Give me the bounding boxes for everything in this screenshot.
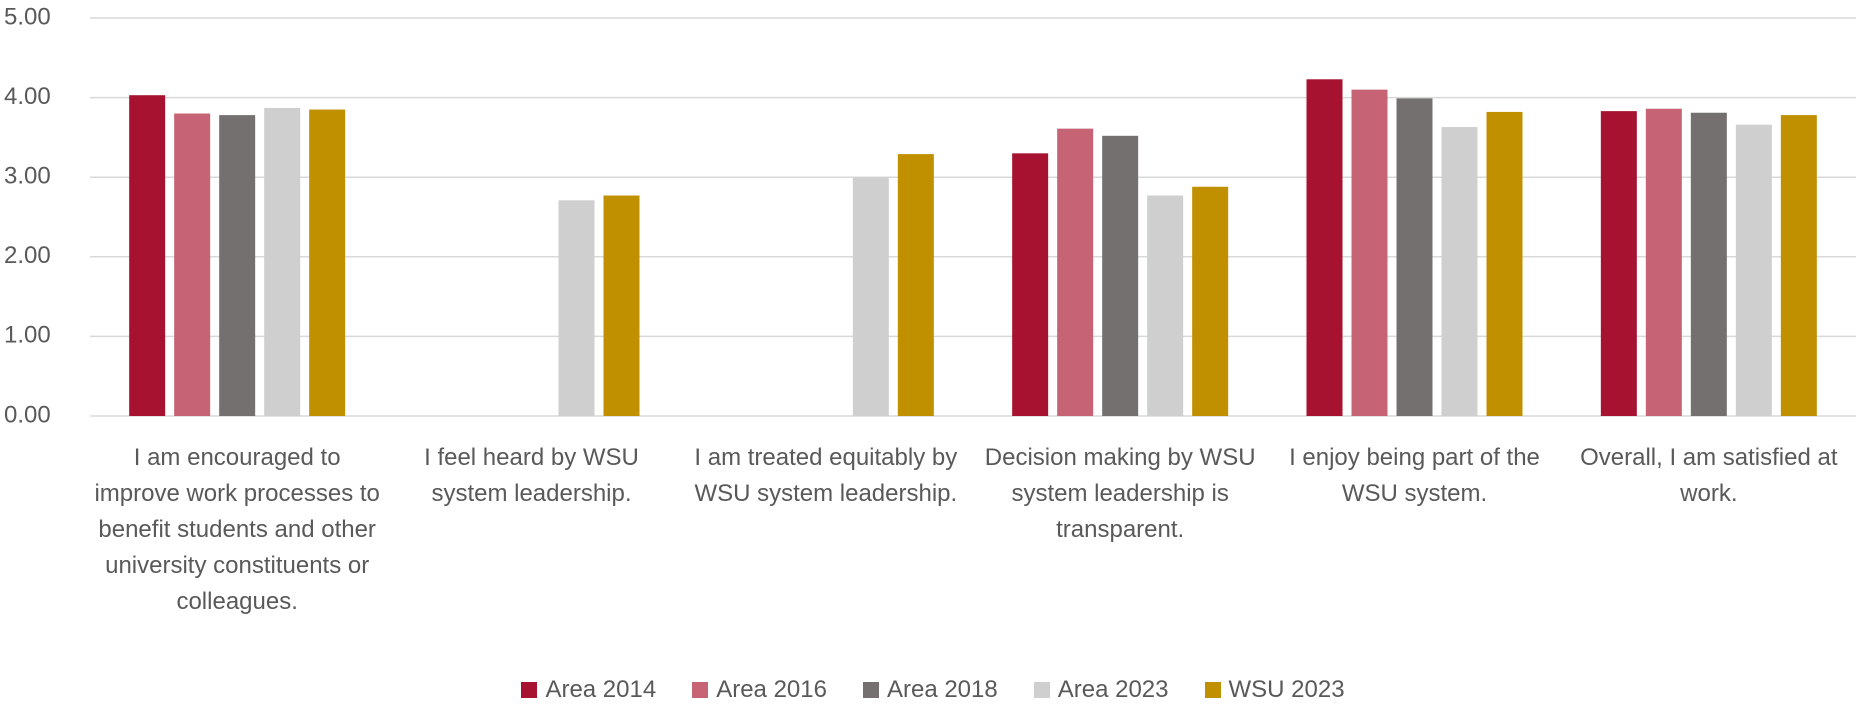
legend-item: Area 2023 xyxy=(1033,676,1169,704)
bar xyxy=(1057,128,1094,417)
bar xyxy=(1645,108,1682,416)
x-tick-label: I enjoy being part of the WSU system. xyxy=(1289,444,1540,507)
legend-item: WSU 2023 xyxy=(1204,676,1345,704)
legend-swatch xyxy=(692,682,709,698)
bar xyxy=(1441,127,1478,416)
y-tick-label: 1.00 xyxy=(4,322,51,349)
legend-swatch xyxy=(1033,682,1050,698)
legend-item: Area 2016 xyxy=(692,676,827,704)
bar xyxy=(309,109,346,416)
legend-item: Area 2018 xyxy=(862,676,998,704)
bar xyxy=(1780,115,1817,416)
legend-swatch xyxy=(1204,682,1221,698)
bar xyxy=(264,107,301,416)
y-tick-label: 3.00 xyxy=(4,163,51,190)
bar xyxy=(1351,89,1388,416)
legend-label: Area 2018 xyxy=(886,676,998,703)
bar xyxy=(1735,124,1772,416)
bar xyxy=(174,113,211,417)
legend-label: Area 2014 xyxy=(545,676,657,703)
bar xyxy=(219,115,256,416)
bar xyxy=(1396,98,1433,416)
y-tick-label: 0.00 xyxy=(4,401,51,428)
bar xyxy=(1192,186,1229,416)
legend-swatch xyxy=(862,682,879,698)
x-tick-label: I feel heard by WSU system leadership. xyxy=(424,444,639,507)
legend-swatch xyxy=(521,682,538,698)
legend-label: Area 2023 xyxy=(1057,676,1169,703)
legend-label: Area 2016 xyxy=(716,676,827,703)
bar xyxy=(1012,153,1049,416)
bar xyxy=(603,195,640,416)
legend-label: WSU 2023 xyxy=(1228,676,1345,703)
legend-item: Area 2014 xyxy=(521,676,656,704)
bar xyxy=(1306,79,1343,417)
bar xyxy=(1600,111,1637,416)
bar xyxy=(1486,111,1523,416)
y-tick-label: 5.00 xyxy=(4,3,51,30)
x-tick-label: Decision making by WSU system leadership… xyxy=(984,444,1256,543)
bar xyxy=(1690,112,1727,416)
x-tick-label: I am treated equitably by WSU system lea… xyxy=(694,444,958,507)
bar xyxy=(1147,195,1184,416)
bar xyxy=(852,177,889,416)
x-tick-label: I am encouraged to improve work processe… xyxy=(94,444,380,615)
y-tick-label: 2.00 xyxy=(4,242,51,269)
legend: Area 2014 Area 2016 Area 2018 Area 2023 WSU … xyxy=(0,676,1866,704)
x-tick-label: Overall, I am satisfied at work. xyxy=(1580,444,1838,507)
y-tick-label: 4.00 xyxy=(4,83,51,110)
bar xyxy=(1102,135,1139,417)
bar xyxy=(897,154,934,416)
bar xyxy=(558,200,595,416)
bar xyxy=(129,95,166,416)
